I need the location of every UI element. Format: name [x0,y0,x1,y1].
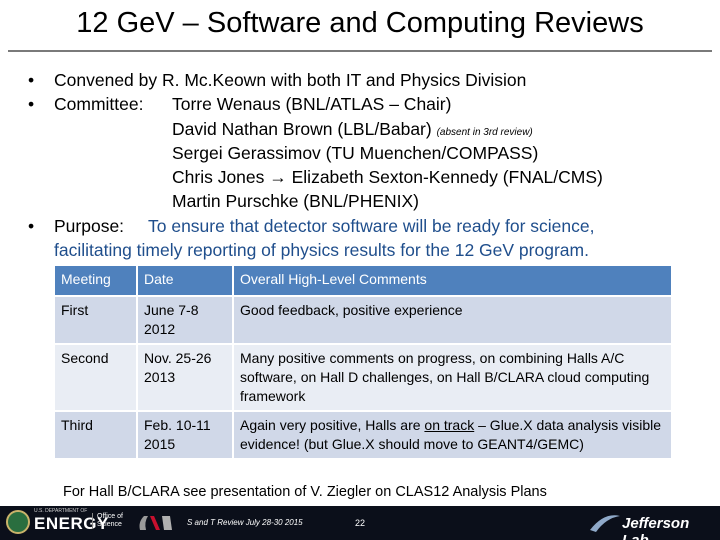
doe-seal-icon [6,510,30,534]
purpose-row: facilitating timely reporting of physics… [28,238,708,262]
absent-note: (absent in 3rd review) [436,126,533,138]
cell-date: June 7-8 2012 [137,296,234,345]
table-row: Second Nov. 25-26 2013 Many positive com… [55,344,673,412]
cell-meeting: Second [55,344,138,412]
purpose-text: facilitating timely reporting of physics… [54,240,589,261]
footer-note: For Hall B/CLARA see presentation of V. … [63,484,547,500]
bullet-dot: • [28,94,35,115]
slide-title: 12 GeV – Software and Computing Reviews [76,7,644,39]
purpose-label: Purpose: [54,215,125,236]
convened-text: Convened by R. Mc.Keown with both IT and… [54,70,527,90]
header-comments: Overall High-Level Comments [233,266,673,297]
committee-member: Torre Wenaus (BNL/ATLAS – Chair) [172,94,452,115]
committee-row: David Nathan Brown (LBL/Babar) (absent i… [28,117,708,141]
jlab-swoosh-icon [590,515,620,532]
committee-member: Martin Purschke (BNL/PHENIX) [172,191,420,212]
title-divider [8,50,712,52]
bullet-purpose: • Purpose: To ensure that detector softw… [28,214,708,238]
table-header-row: Meeting Date Overall High-Level Comments [55,266,673,297]
table-row: First June 7-8 2012 Good feedback, posit… [55,296,673,345]
committee-member: Sergei Gerassimov (TU Muenchen/COMPASS) [172,142,539,163]
committee-member: David Nathan Brown (LBL/Babar) (absent i… [172,118,533,139]
cell-date: Feb. 10-11 2015 [137,411,234,460]
committee-row: Martin Purschke (BNL/PHENIX) [28,189,708,213]
office-of-science: Office of Science [92,513,123,529]
header-date: Date [137,266,234,297]
bullet-list: • Convened by R. Mc.Keown with both IT a… [28,68,708,262]
jefferson-lab-logo: Jefferson Lab [622,515,690,540]
bullet-convened: • Convened by R. Mc.Keown with both IT a… [28,68,708,92]
doe-logo-text: ENERGY [34,514,109,533]
committee-row: Sergei Gerassimov (TU Muenchen/COMPASS) [28,141,708,165]
slide-reference: S and T Review July 28-30 2015 [187,518,303,527]
cell-comments: Many positive comments on progress, on c… [233,344,673,412]
page-number: 22 [355,518,366,528]
bullet-dot: • [28,70,35,90]
cell-comments: Good feedback, positive experience [233,296,673,345]
jsa-logo-icon [139,516,172,530]
bullet-committee: • Committee: Torre Wenaus (BNL/ATLAS – C… [28,92,708,116]
committee-label: Committee: [54,94,144,115]
bullet-dot: • [28,215,35,236]
committee-row: Chris Jones → Elizabeth Sexton-Kennedy (… [28,165,708,189]
cell-meeting: Third [55,411,138,460]
review-table: Meeting Date Overall High-Level Comments… [55,266,673,460]
doe-small-text: U.S. DEPARTMENT OF [34,508,88,514]
cell-comments: Again very positive, Halls are on track … [233,411,673,460]
cell-meeting: First [55,296,138,345]
table-row: Third Feb. 10-11 2015 Again very positiv… [55,411,673,460]
committee-member: Chris Jones → Elizabeth Sexton-Kennedy (… [172,167,603,188]
header-meeting: Meeting [55,266,138,297]
on-track-text: on track [424,417,475,433]
cell-date: Nov. 25-26 2013 [137,344,234,412]
purpose-text: To ensure that detector software will be… [148,215,595,236]
